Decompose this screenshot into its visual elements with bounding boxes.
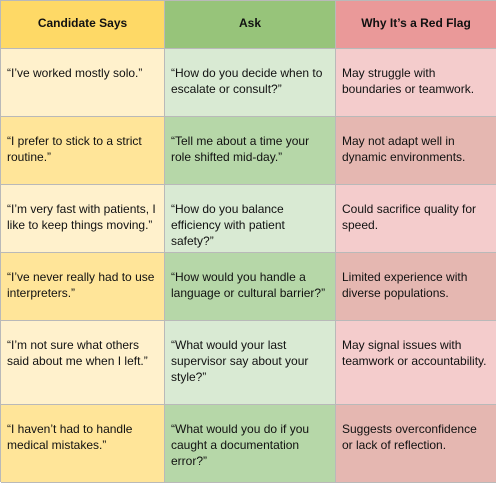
row-4-ask: “How would you handle a language or cult…: [165, 253, 336, 321]
row-2-red-flag: May not adapt well in dynamic environmen…: [336, 117, 496, 185]
row-1-candidate-says: “I’ve worked mostly solo.”: [1, 49, 165, 117]
row-3-candidate-says: “I’m very fast with patients, I like to …: [1, 185, 165, 253]
row-5-red-flag: May signal issues with teamwork or accou…: [336, 321, 496, 405]
row-3-ask: “How do you balance efficiency with pati…: [165, 185, 336, 253]
row-3-red-flag: Could sacrifice quality for speed.: [336, 185, 496, 253]
row-2-ask: “Tell me about a time your role shifted …: [165, 117, 336, 185]
header-ask: Ask: [165, 1, 336, 49]
row-6-ask: “What would you do if you caught a docum…: [165, 405, 336, 483]
row-6-red-flag: Suggests overconfidence or lack of refle…: [336, 405, 496, 483]
row-4-candidate-says: “I’ve never really had to use interprete…: [1, 253, 165, 321]
row-5-candidate-says: “I’m not sure what others said about me …: [1, 321, 165, 405]
row-6-candidate-says: “I haven’t had to handle medical mistake…: [1, 405, 165, 483]
row-4-red-flag: Limited experience with diverse populati…: [336, 253, 496, 321]
row-2-candidate-says: “I prefer to stick to a strict routine.”: [1, 117, 165, 185]
header-red-flag: Why It’s a Red Flag: [336, 1, 496, 49]
row-1-ask: “How do you decide when to escalate or c…: [165, 49, 336, 117]
row-1-red-flag: May struggle with boundaries or teamwork…: [336, 49, 496, 117]
row-5-ask: “What would your last supervisor say abo…: [165, 321, 336, 405]
header-candidate-says: Candidate Says: [1, 1, 165, 49]
